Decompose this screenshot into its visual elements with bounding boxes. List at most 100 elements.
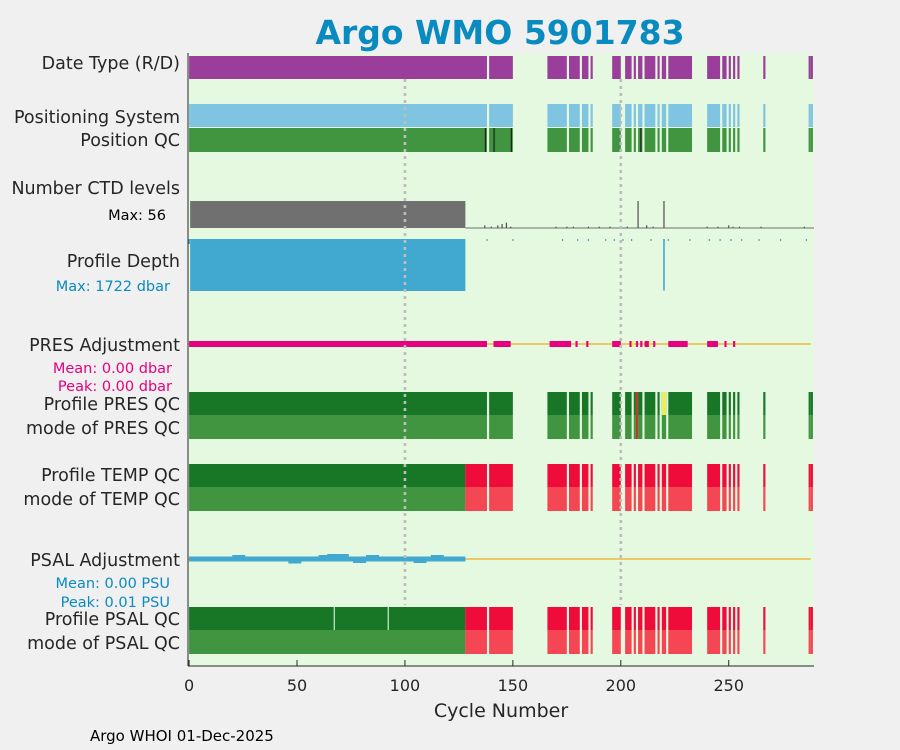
date-type-bar xyxy=(808,56,811,79)
psal-adjustment-wiggle xyxy=(232,555,246,560)
mode-temp-qc-bar xyxy=(668,487,693,511)
profile-pres-qc-bar xyxy=(657,392,660,415)
profile-psal-qc-bar xyxy=(189,607,466,630)
profile-depth-edge xyxy=(188,239,191,244)
position-qc-bar xyxy=(189,128,487,152)
profile-temp-qc-bar xyxy=(644,464,656,487)
mode-temp-qc-bar xyxy=(189,487,466,511)
profile-psal-qc-bar xyxy=(644,607,656,630)
mode-pres-qc-bar xyxy=(728,415,731,439)
profile-temp-qc-bar xyxy=(638,464,643,487)
profile-pres-qc-bar xyxy=(810,392,813,415)
pres-adjustment-bar xyxy=(640,341,643,347)
mode-pres-qc-bar xyxy=(644,415,656,439)
date-type-bar xyxy=(569,56,580,79)
pres-adjustment-bar xyxy=(612,341,621,347)
pres-adjustment-bar xyxy=(635,341,639,347)
mode-pres-qc-bar xyxy=(625,415,632,439)
psal-adjustment-wiggle xyxy=(288,558,302,564)
plot-area xyxy=(188,53,814,666)
position-qc-flag xyxy=(493,128,495,152)
profile-pres-qc-bar xyxy=(638,392,643,415)
profile-psal-qc-bar xyxy=(581,607,589,630)
ctd-levels-bar xyxy=(190,201,466,228)
mode-pres-qc-bar xyxy=(581,415,589,439)
profile-temp-qc-bar xyxy=(465,464,487,487)
profile-temp-qc-bar xyxy=(612,464,621,487)
position-qc-bar xyxy=(489,128,513,152)
profile-psal-qc-bar xyxy=(737,607,740,630)
profile-depth-max: Max: 1722 dbar xyxy=(56,279,170,295)
x-axis-label: Cycle Number xyxy=(434,700,568,722)
profile-psal-qc-bar xyxy=(638,607,643,630)
pres-adjustment-bar xyxy=(549,341,572,347)
mode-temp-qc-bar xyxy=(733,487,736,511)
positioning-system-bar xyxy=(707,104,721,127)
date-type-bar xyxy=(590,56,593,79)
mode-psal-qc-bar xyxy=(644,630,656,654)
positioning-system-bar xyxy=(722,104,727,127)
position-qc-bar xyxy=(810,128,813,152)
profile-psal-qc-bar xyxy=(808,607,811,630)
date-type-bar xyxy=(728,56,731,79)
profile-pres-qc-bar xyxy=(581,392,589,415)
profile-pres-qc-bar xyxy=(590,392,593,415)
x-tick-label: 150 xyxy=(498,676,529,695)
row-label-psal-adjustment: PSAL Adjustment xyxy=(30,551,180,571)
mode-pres-qc-bar xyxy=(638,415,643,439)
row-label-positioning-system: Positioning System xyxy=(14,108,180,128)
mode-temp-qc-bar xyxy=(633,487,636,511)
positioning-system-bar xyxy=(189,104,487,127)
position-qc-flag xyxy=(484,128,487,152)
profile-temp-qc-bar xyxy=(763,464,766,487)
date-type-bar xyxy=(612,56,621,79)
pres-adjustment-bar xyxy=(733,341,736,347)
date-type-bar xyxy=(707,56,721,79)
positioning-system-bar xyxy=(489,104,513,127)
psal-adjustment-mean: Mean: 0.00 PSU xyxy=(56,576,170,592)
psal-adjustment-peak: Peak: 0.01 PSU xyxy=(61,595,170,611)
psal-adjustment-wiggle xyxy=(335,554,349,559)
date-type-bar xyxy=(547,56,567,79)
mode-psal-qc-bar xyxy=(810,630,813,654)
position-qc-bar xyxy=(612,128,621,152)
profile-temp-qc-bar xyxy=(581,464,589,487)
mode-psal-qc-bar xyxy=(733,630,736,654)
profile-temp-qc-bar xyxy=(590,464,593,487)
mode-psal-qc-bar xyxy=(668,630,693,654)
psal-adjustment-wiggle xyxy=(366,555,380,560)
profile-temp-qc-bar xyxy=(722,464,727,487)
positioning-system-bar xyxy=(547,104,567,127)
mode-psal-qc-bar xyxy=(489,630,513,654)
profile-psal-qc-bar xyxy=(612,607,621,630)
positioning-system-bar xyxy=(668,104,693,127)
date-type-bar xyxy=(644,56,656,79)
profile-pres-qc-bar xyxy=(633,392,636,415)
row-label-mode-temp-qc: mode of TEMP QC xyxy=(23,490,180,510)
date-type-bar xyxy=(657,56,660,79)
positioning-system-bar xyxy=(763,104,766,127)
positioning-system-bar xyxy=(644,104,656,127)
positioning-system-bar xyxy=(810,104,813,127)
profile-pres-qc-bar xyxy=(668,392,693,415)
profile-temp-qc-bar xyxy=(733,464,736,487)
profile-temp-qc-bar xyxy=(547,464,567,487)
pres-adjustment-bar xyxy=(707,341,718,347)
pres-adjustment-flag xyxy=(648,341,652,347)
row-label-profile-pres-qc: Profile PRES QC xyxy=(44,395,180,415)
mode-psal-qc-bar xyxy=(707,630,721,654)
mode-temp-qc-bar xyxy=(810,487,813,511)
mode-psal-qc-bar xyxy=(547,630,567,654)
profile-pres-qc-bar xyxy=(728,392,731,415)
profile-pres-qc-bar xyxy=(547,392,567,415)
position-qc-bar xyxy=(728,128,731,152)
mode-pres-qc-bar xyxy=(612,415,621,439)
profile-temp-qc-bar xyxy=(808,464,811,487)
position-qc-bar xyxy=(661,128,667,152)
pres-adjustment-bar xyxy=(189,341,487,347)
x-ticks: 0 50 100 150 200 250 xyxy=(184,660,744,695)
mode-pres-qc-bar xyxy=(808,415,811,439)
mode-psal-qc-bar xyxy=(657,630,660,654)
mode-temp-qc-bar xyxy=(638,487,643,511)
mode-psal-qc-bar xyxy=(581,630,589,654)
